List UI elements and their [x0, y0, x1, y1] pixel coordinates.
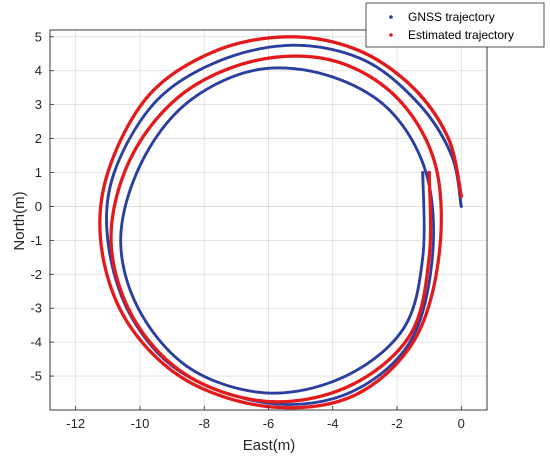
data-point: [427, 170, 431, 175]
x-tick-label: -4: [327, 416, 339, 431]
y-tick-label: -1: [30, 233, 42, 248]
data-point: [422, 238, 426, 242]
y-tick-label: 5: [35, 29, 42, 44]
legend-marker-estimated: [389, 33, 393, 37]
legend: GNSS trajectory Estimated trajectory: [365, 2, 545, 48]
data-point: [422, 216, 426, 220]
data-point: [422, 218, 426, 222]
series-layer: [98, 35, 463, 410]
data-point: [422, 212, 426, 216]
x-tick-label: -10: [131, 416, 150, 431]
legend-label-estimated: Estimated trajectory: [408, 28, 514, 42]
data-point: [422, 236, 426, 240]
y-tick-label: 4: [35, 63, 42, 78]
y-tick-label: -3: [30, 301, 42, 316]
y-tick-label: -2: [30, 267, 42, 282]
data-point: [422, 205, 426, 209]
y-tick-label: 0: [35, 199, 42, 214]
data-point: [422, 207, 426, 211]
data-point: [422, 221, 426, 224]
y-tick-label: -5: [30, 369, 42, 384]
data-point: [422, 210, 426, 214]
data-point: [422, 203, 426, 207]
legend-marker-gnss: [389, 15, 393, 19]
x-tick-label: -2: [391, 416, 403, 431]
y-axis-label: North(m): [11, 191, 28, 250]
x-axis-label: East(m): [243, 437, 296, 454]
y-tick-label: 2: [35, 131, 42, 146]
y-tick-label: -4: [30, 335, 42, 350]
x-tick-label: -8: [198, 416, 210, 431]
y-tick-label: 3: [35, 97, 42, 112]
data-point: [422, 227, 426, 231]
grid: [50, 30, 487, 410]
data-point: [422, 214, 426, 218]
x-tick-label: -6: [263, 416, 275, 431]
x-tick-label: 0: [458, 416, 465, 431]
data-point: [422, 234, 426, 238]
data-point: [422, 229, 426, 233]
y-tick-label: 1: [35, 165, 42, 180]
series-estimated: [98, 35, 463, 410]
x-axis-ticks: -12 -10 -8 -6 -4 -2 0: [66, 406, 465, 431]
x-tick-label: -12: [66, 416, 85, 431]
series-gnss: [105, 43, 463, 406]
data-point: [421, 171, 425, 174]
data-point: [422, 223, 426, 227]
y-axis-ticks: 5 4 3 2 1 0 -1 -2 -3 -4 -5: [30, 29, 54, 384]
data-point: [422, 225, 426, 229]
legend-label-gnss: GNSS trajectory: [408, 10, 495, 24]
data-point: [422, 231, 426, 235]
legend-box: [365, 2, 545, 48]
